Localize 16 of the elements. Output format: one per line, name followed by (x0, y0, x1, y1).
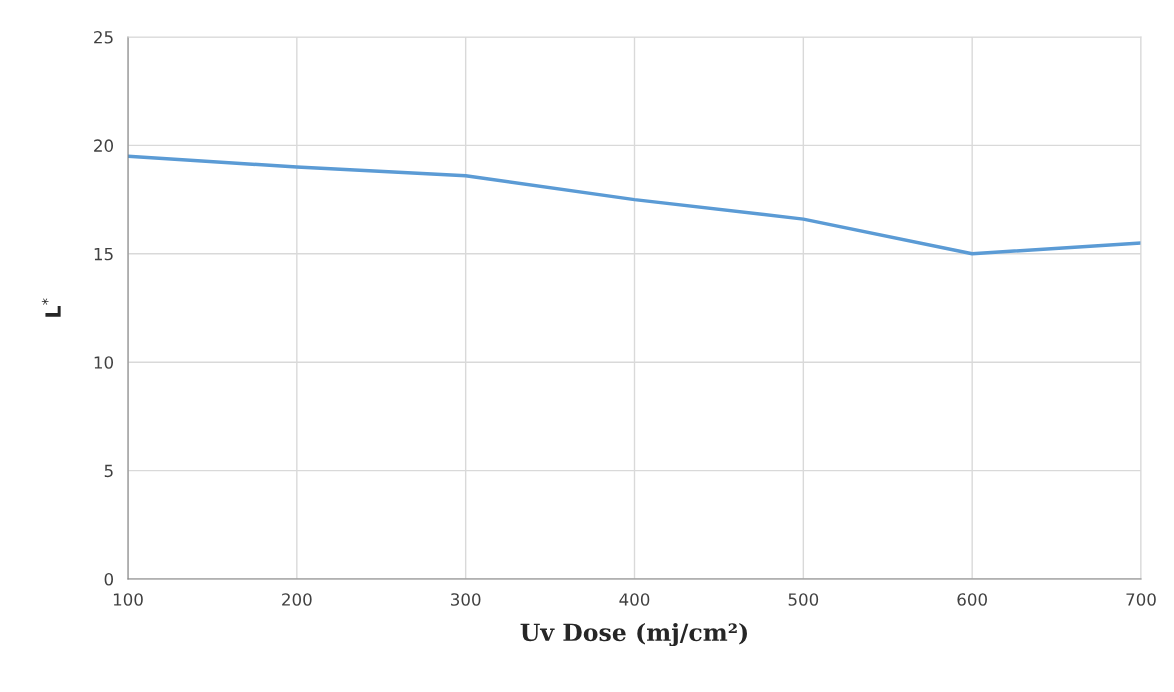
y-tick-label: 20 (94, 139, 113, 152)
y-tick-label: 10 (94, 356, 113, 369)
y-tick-label: 5 (104, 464, 113, 478)
line-series (128, 154, 1141, 256)
x-tick-label: 400 (619, 593, 650, 606)
x-tick-label: 500 (788, 593, 819, 606)
y-tick-label: 0 (104, 572, 113, 586)
x-axis-title: Uv Dose (mj/cm²) (520, 622, 747, 647)
x-tick-label: 200 (282, 593, 312, 606)
x-tick-label: 700 (1126, 593, 1156, 606)
y-tick-label: 25 (94, 30, 113, 44)
x-tick-label: 300 (451, 593, 481, 606)
y-tick-label: 15 (94, 247, 113, 261)
x-tick-label: 600 (957, 593, 987, 606)
y-axis-title: L$^{*}$ (41, 298, 61, 317)
x-tick-label: 100 (113, 593, 143, 606)
